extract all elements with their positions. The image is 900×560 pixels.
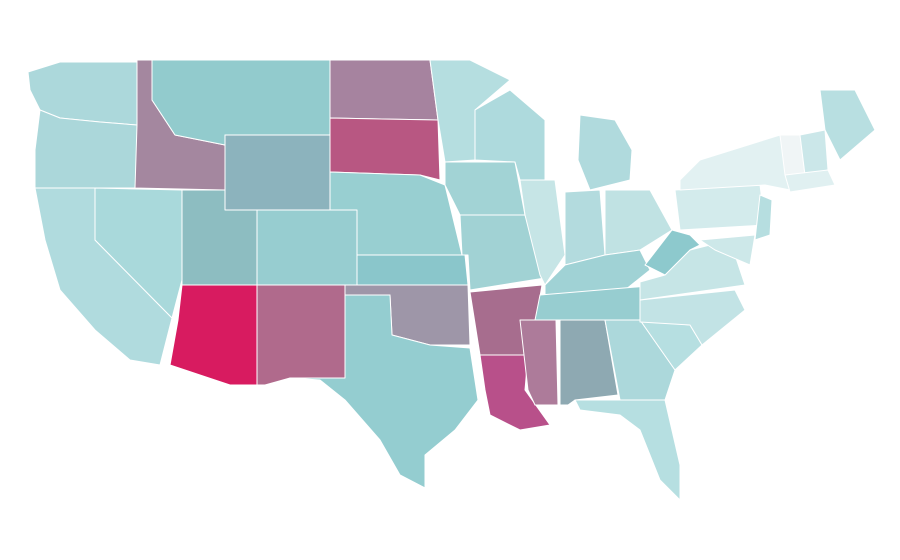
region [754,194,773,241]
region [256,209,358,286]
region [679,134,791,191]
region [604,189,673,256]
region [699,234,756,266]
region [577,114,633,191]
region [604,319,676,401]
region [784,169,836,193]
region [356,254,469,286]
region [329,59,439,121]
region [519,319,559,406]
region [151,59,331,146]
region [564,189,606,266]
region [169,284,258,386]
region [94,187,183,319]
region [799,129,829,176]
region [819,89,876,161]
region [289,294,479,489]
region [256,284,346,386]
regions [27,59,876,501]
region [444,161,526,216]
region [224,134,331,211]
region [644,229,701,276]
region [329,117,441,181]
region [674,184,766,231]
region [639,289,746,346]
region [574,399,681,501]
